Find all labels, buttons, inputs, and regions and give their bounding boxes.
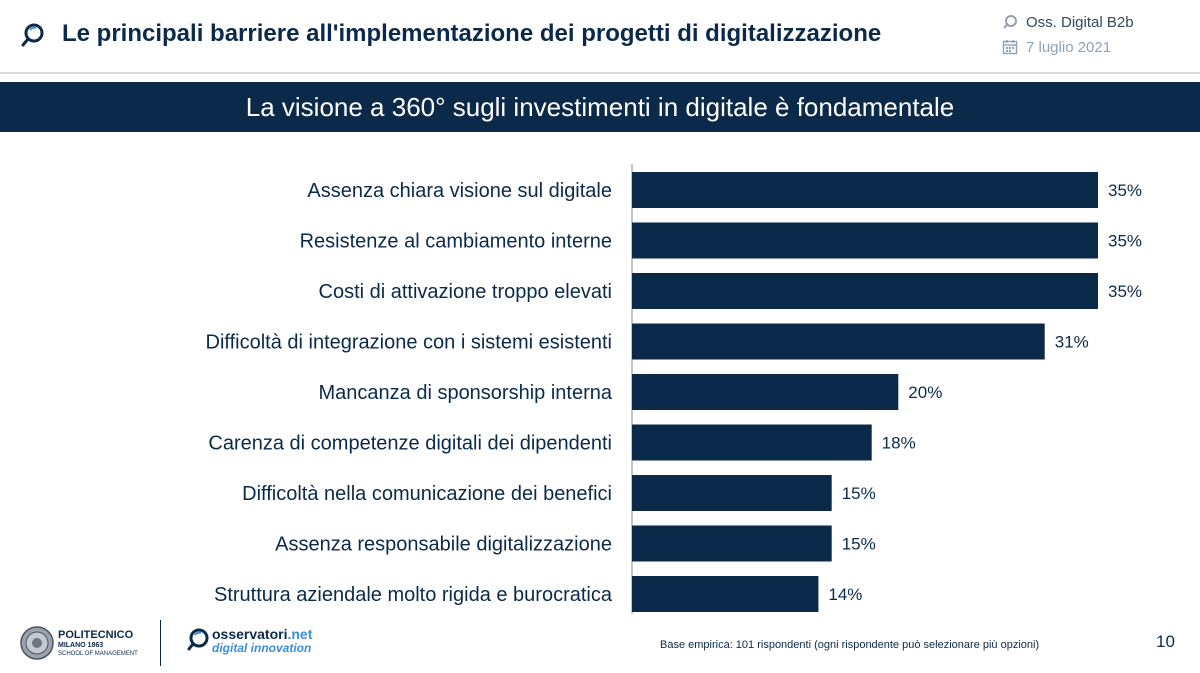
footer-logos: POLITECNICO MILANO 1863 SCHOOL OF MANAGE… xyxy=(20,620,320,668)
source-label: Oss. Digital B2b xyxy=(1002,14,1134,31)
bar xyxy=(632,576,819,612)
value-label: 35% xyxy=(1108,232,1142,251)
category-label: Carenza di competenze digitali dei dipen… xyxy=(208,433,612,455)
bar xyxy=(632,374,899,410)
category-label: Mancanza di sponsorship interna xyxy=(318,382,612,404)
osservatori-name-accent: .net xyxy=(287,626,313,642)
value-label: 31% xyxy=(1055,333,1089,352)
value-label: 15% xyxy=(842,484,876,503)
category-label: Difficoltà di integrazione con i sistemi… xyxy=(206,332,612,354)
footer-divider xyxy=(160,620,161,666)
value-label: 20% xyxy=(908,383,942,402)
magnifier-icon xyxy=(1003,15,1017,29)
bar xyxy=(632,172,1098,208)
osservatori-logo-icon xyxy=(187,628,209,651)
bar xyxy=(632,222,1098,259)
value-label: 14% xyxy=(828,585,862,604)
page-number: 10 xyxy=(1156,632,1175,651)
bar xyxy=(632,525,832,562)
osservatori-tagline: digital innovation xyxy=(212,641,312,655)
page-title: Le principali barriere all'implementazio… xyxy=(62,20,882,47)
slide-header: Le principali barriere all'implementazio… xyxy=(0,0,1200,78)
banner-text: La visione a 360° sugli investimenti in … xyxy=(245,92,955,122)
bar xyxy=(632,475,832,511)
category-label: Resistenze al cambiamento interne xyxy=(300,231,612,253)
category-label: Assenza chiara visione sul digitale xyxy=(307,180,612,202)
bar xyxy=(632,424,872,461)
politecnico-seal-icon xyxy=(20,626,54,660)
politecnico-city: MILANO 1863 xyxy=(58,642,104,649)
date-label: 7 luglio 2021 xyxy=(1002,39,1111,56)
value-label: 35% xyxy=(1108,282,1142,301)
value-label: 15% xyxy=(842,535,876,554)
calendar-icon xyxy=(1002,40,1018,55)
value-label: 35% xyxy=(1108,181,1142,200)
osservatori-name: osservatori.net xyxy=(212,626,312,642)
category-label: Struttura aziendale molto rigida e buroc… xyxy=(214,584,613,606)
date-text: 7 luglio 2021 xyxy=(1026,39,1112,56)
category-label: Costi di attivazione troppo elevati xyxy=(319,281,613,303)
base-note: Base empirica: 101 rispondenti (ogni ris… xyxy=(660,639,1040,651)
bar-chart: Assenza chiara visione sul digitale 35% Re… xyxy=(206,164,1142,614)
category-label: Difficoltà nella comunicazione dei benef… xyxy=(242,483,612,505)
bar xyxy=(632,273,1098,309)
osservatori-name-main: osservatori xyxy=(212,626,288,642)
politecnico-name: POLITECNICO xyxy=(58,629,134,641)
value-label: 18% xyxy=(882,434,916,453)
header-divider xyxy=(0,72,1200,74)
magnifier-icon xyxy=(21,23,44,47)
subtitle-banner: La visione a 360° sugli investimenti in … xyxy=(0,82,1200,132)
bar xyxy=(632,323,1045,360)
politecnico-school: SCHOOL OF MANAGEMENT xyxy=(58,651,138,657)
source-text: Oss. Digital B2b xyxy=(1026,14,1134,31)
category-label: Assenza responsabile digitalizzazione xyxy=(275,534,612,556)
